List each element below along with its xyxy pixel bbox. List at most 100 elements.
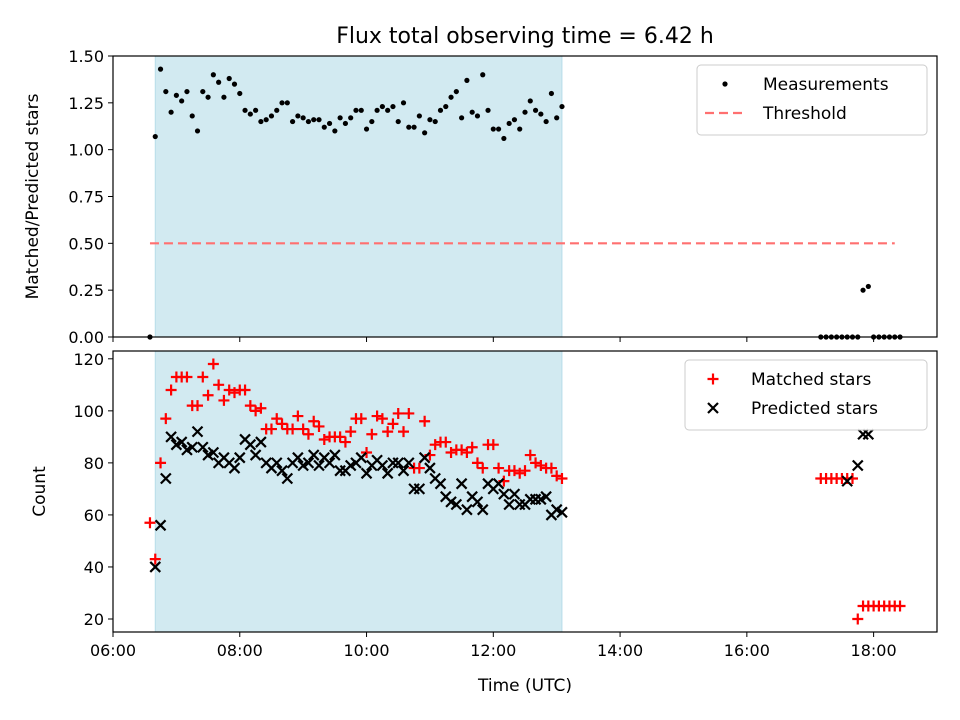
data-point <box>540 490 552 503</box>
data-point <box>501 135 507 142</box>
data-point <box>503 498 515 511</box>
data-point <box>857 428 869 441</box>
shaded-observing-span <box>154 55 563 338</box>
x-tick-label: 14:00 <box>597 641 643 660</box>
y-tick-label: 0.75 <box>68 188 104 207</box>
data-point <box>841 475 853 487</box>
count-panel: 20 40 60 80 100 120 06:00 08:00 10:00 12:00 14:00 1… <box>30 350 938 660</box>
data-point <box>321 124 327 130</box>
data-point <box>538 111 544 117</box>
data-point <box>355 413 367 425</box>
data-point <box>424 462 436 474</box>
data-point <box>398 426 410 438</box>
y-tick-label: 20 <box>84 610 104 629</box>
data-point <box>413 483 426 495</box>
data-point <box>342 120 349 127</box>
legend-dot-marker <box>722 81 728 87</box>
data-point <box>270 457 283 469</box>
y-tick-label: 1.25 <box>68 94 104 113</box>
data-point <box>244 438 257 451</box>
data-point <box>511 117 518 123</box>
data-point <box>202 389 214 401</box>
data-point <box>284 100 290 106</box>
legend-label: Matched stars <box>751 370 871 390</box>
data-point <box>160 413 172 425</box>
data-point <box>287 423 299 435</box>
data-point <box>865 283 871 290</box>
x-tick-label: 10:00 <box>343 641 389 660</box>
data-point <box>852 613 864 625</box>
data-point <box>418 451 431 464</box>
data-point <box>369 118 375 125</box>
data-point <box>448 94 454 100</box>
data-point <box>157 66 164 72</box>
data-point <box>297 423 309 435</box>
data-point <box>471 496 484 508</box>
data-point <box>403 407 415 419</box>
y-tick-label: 0.25 <box>68 281 104 300</box>
data-point <box>411 124 417 130</box>
data-point <box>461 446 473 458</box>
y-tick-label: 120 <box>73 350 104 369</box>
data-point <box>422 130 428 136</box>
data-point <box>469 109 475 115</box>
data-point <box>334 431 346 443</box>
data-point <box>184 88 190 95</box>
data-point <box>348 115 354 121</box>
data-point <box>522 109 528 115</box>
y-tick-label: 0.50 <box>68 234 104 253</box>
data-point <box>292 410 304 422</box>
data-point <box>376 413 388 425</box>
data-point <box>323 457 336 469</box>
data-point <box>165 431 177 443</box>
data-point <box>247 111 253 117</box>
data-point <box>477 462 489 474</box>
data-point <box>155 457 167 469</box>
data-point <box>149 553 161 565</box>
data-point <box>382 426 394 438</box>
data-point <box>519 465 531 477</box>
data-point <box>862 428 875 441</box>
data-point <box>413 462 425 474</box>
x-tick-label: 18:00 <box>851 641 897 660</box>
data-point <box>186 441 199 454</box>
data-point <box>213 379 225 391</box>
data-point <box>191 425 204 438</box>
data-point <box>397 464 410 477</box>
data-point <box>363 126 370 132</box>
data-point <box>149 561 162 573</box>
data-point <box>360 467 373 480</box>
data-point <box>387 418 399 430</box>
data-point <box>210 72 216 78</box>
data-point <box>556 472 568 484</box>
data-point <box>276 464 288 477</box>
data-point <box>316 117 322 123</box>
data-point <box>432 118 438 125</box>
series-measurements <box>147 66 903 340</box>
data-point <box>242 107 248 113</box>
data-point <box>332 128 338 134</box>
data-point <box>419 415 431 427</box>
data-point <box>302 457 315 469</box>
data-point <box>461 503 473 516</box>
data-point <box>300 115 306 121</box>
data-point <box>152 133 158 140</box>
chart-title: Flux total observing time = 6.42 h <box>336 24 714 49</box>
data-point <box>218 394 230 406</box>
y-axis-label: Count <box>30 466 50 517</box>
data-point <box>374 107 380 113</box>
data-point <box>337 115 343 121</box>
data-point <box>175 436 188 448</box>
axes-frame <box>112 350 938 633</box>
data-point <box>450 498 463 511</box>
data-point <box>392 407 404 419</box>
data-point <box>168 109 174 115</box>
data-point <box>437 107 444 113</box>
data-point <box>249 449 262 461</box>
data-point <box>524 449 536 461</box>
data-point <box>361 446 373 458</box>
data-point <box>554 115 560 121</box>
data-point <box>263 117 269 123</box>
data-point <box>517 126 523 132</box>
y-tick-label: 0.00 <box>68 328 104 347</box>
